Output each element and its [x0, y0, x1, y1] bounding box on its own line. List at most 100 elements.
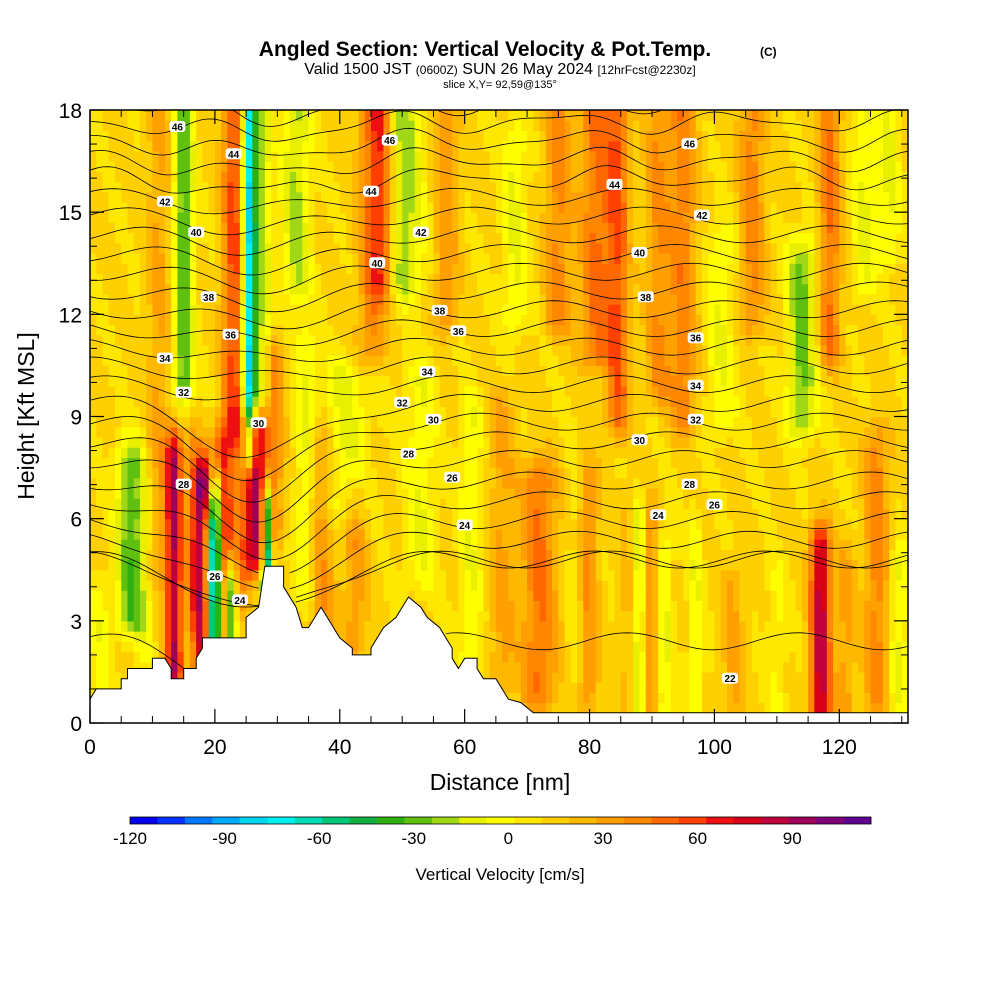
velocity-cell: [676, 682, 684, 693]
velocity-cell: [901, 539, 908, 550]
velocity-cell: [502, 457, 509, 469]
velocity-cell: [383, 508, 391, 520]
velocity-cell: [670, 590, 678, 601]
velocity-cell: [770, 702, 778, 714]
velocity-cell: [695, 406, 703, 418]
velocity-cell: [883, 488, 890, 499]
velocity-cell: [820, 528, 828, 540]
velocity-cell: [570, 661, 578, 673]
velocity-cell: [271, 385, 278, 397]
velocity-cell: [221, 539, 228, 550]
velocity-cell: [776, 682, 784, 693]
velocity-cell: [833, 569, 840, 581]
velocity-cell: [308, 334, 316, 346]
velocity-cell: [570, 498, 578, 510]
velocity-cell: [552, 396, 559, 407]
velocity-cell: [714, 651, 722, 663]
velocity-cell: [539, 436, 547, 448]
velocity-cell: [776, 559, 784, 571]
velocity-cell: [377, 528, 385, 540]
velocity-cell: [90, 651, 97, 663]
velocity-cell: [801, 569, 809, 581]
velocity-cell: [189, 467, 197, 479]
velocity-cell: [514, 396, 522, 407]
velocity-cell: [452, 600, 460, 612]
velocity-cell: [346, 365, 353, 377]
velocity-cell: [90, 600, 97, 612]
velocity-cell: [845, 528, 853, 540]
velocity-cell: [483, 671, 491, 683]
velocity-cell: [764, 375, 772, 387]
velocity-cell: [158, 457, 166, 469]
velocity-cell: [683, 406, 691, 418]
velocity-cell: [227, 477, 235, 489]
velocity-cell: [520, 426, 528, 438]
velocity-cell: [683, 641, 691, 653]
velocity-cell: [676, 416, 684, 428]
velocity-cell: [433, 426, 441, 438]
velocity-cell: [196, 375, 203, 387]
velocity-cell: [845, 334, 853, 346]
velocity-cell: [901, 477, 908, 489]
velocity-cell: [714, 631, 722, 642]
velocity-cell: [895, 436, 903, 448]
velocity-cell: [645, 467, 653, 479]
velocity-cell: [833, 692, 840, 704]
velocity-cell: [370, 610, 378, 622]
velocity-cell: [895, 579, 903, 591]
velocity-cell: [327, 528, 335, 540]
velocity-cell: [564, 344, 572, 356]
velocity-cell: [239, 406, 247, 418]
velocity-cell: [527, 375, 534, 387]
velocity-cell: [452, 549, 460, 561]
velocity-cell: [739, 416, 747, 428]
velocity-cell: [414, 579, 422, 591]
velocity-cell: [714, 539, 722, 550]
velocity-cell: [458, 528, 466, 540]
velocity-cell: [570, 488, 578, 499]
velocity-cell: [358, 375, 366, 387]
velocity-cell: [177, 334, 185, 346]
velocity-cell: [227, 334, 235, 346]
velocity-cell: [851, 600, 859, 612]
velocity-cell: [639, 477, 647, 489]
velocity-cell: [726, 631, 734, 642]
velocity-cell: [164, 436, 172, 448]
velocity-cell: [252, 375, 260, 387]
velocity-cell: [839, 375, 847, 387]
velocity-cell: [427, 396, 435, 407]
velocity-cell: [458, 579, 466, 591]
velocity-cell: [464, 651, 472, 663]
velocity-cell: [271, 396, 278, 407]
velocity-cell: [314, 528, 322, 540]
velocity-cell: [570, 396, 578, 407]
velocity-cell: [333, 447, 341, 458]
velocity-cell: [608, 702, 616, 714]
velocity-cell: [408, 436, 416, 448]
velocity-cell: [826, 620, 834, 632]
velocity-cell: [314, 344, 322, 356]
velocity-cell: [152, 549, 160, 561]
velocity-cell: [383, 549, 391, 561]
velocity-cell: [895, 355, 903, 367]
velocity-cell: [583, 518, 591, 530]
velocity-cell: [108, 488, 116, 499]
velocity-cell: [264, 426, 272, 438]
velocity-cell: [876, 651, 884, 663]
velocity-cell: [483, 488, 491, 499]
velocity-cell: [514, 610, 522, 622]
velocity-cell: [864, 365, 872, 377]
velocity-cell: [395, 375, 403, 387]
velocity-cell: [814, 355, 822, 367]
velocity-cell: [90, 620, 97, 632]
velocity-cell: [558, 590, 566, 601]
velocity-cell: [208, 508, 216, 520]
velocity-cell: [614, 579, 622, 591]
velocity-cell: [189, 385, 197, 397]
velocity-cell: [333, 620, 341, 632]
velocity-cell: [183, 396, 191, 407]
velocity-cell: [458, 610, 466, 622]
velocity-cell: [645, 426, 653, 438]
velocity-cell: [833, 355, 840, 367]
velocity-cell: [108, 682, 116, 693]
